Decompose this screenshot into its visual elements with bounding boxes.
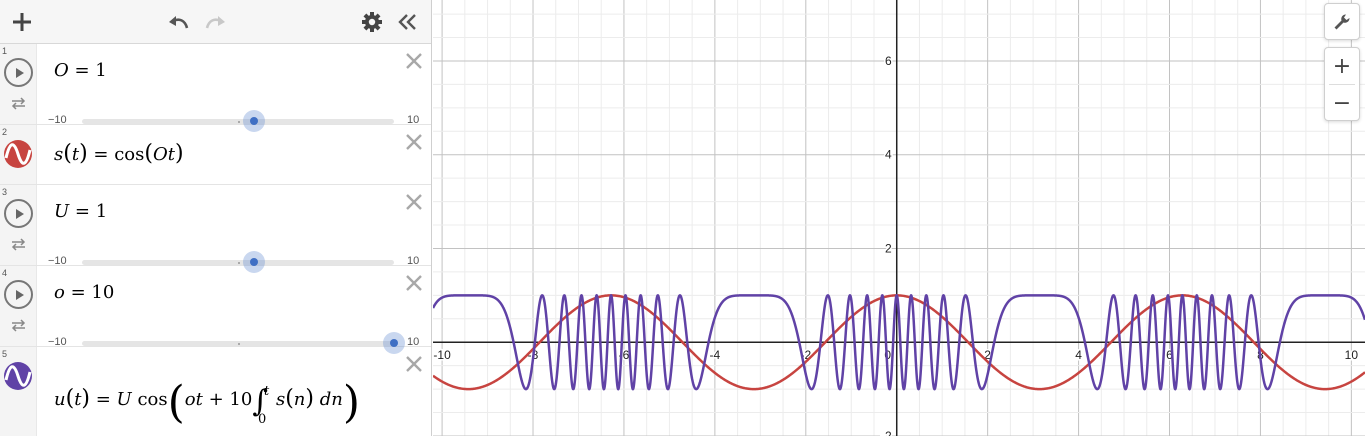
slider-variable: O xyxy=(54,60,69,81)
x-tick-label: -10 xyxy=(433,348,451,362)
integral-upper-limit: t xyxy=(263,384,270,399)
play-slider-button[interactable] xyxy=(4,199,33,228)
slider-max[interactable]: 10 xyxy=(407,114,420,126)
y-tick-label: 4 xyxy=(885,148,892,162)
curve-u xyxy=(433,293,1365,391)
slider-value: 1 xyxy=(95,201,108,222)
y-tick-label: 2 xyxy=(885,241,892,255)
x-tick-label: 10 xyxy=(1345,348,1359,362)
settings-button[interactable] xyxy=(356,6,388,38)
delete-expression-icon[interactable] xyxy=(405,133,423,151)
slider-zero-tick xyxy=(238,343,240,345)
expression-item-slider-U[interactable]: 3 U = 1 −10 10 xyxy=(0,185,431,273)
plus-icon xyxy=(13,13,31,31)
expression-gutter: 2 xyxy=(0,125,37,184)
expression-toolbar xyxy=(0,0,431,44)
expression-gutter: 4 xyxy=(0,266,37,346)
zoom-divider xyxy=(1329,84,1355,85)
expression-item-s[interactable]: 2 s(t) = cos(Ot) xyxy=(0,125,431,185)
slider-thumb-dot xyxy=(250,117,258,125)
x-tick-label: 0 xyxy=(884,348,891,362)
y-tick-label: 6 xyxy=(885,54,892,68)
double-chevron-left-icon xyxy=(398,14,416,30)
expression-index: 5 xyxy=(2,349,8,359)
loop-icon[interactable] xyxy=(10,318,27,332)
delete-expression-icon[interactable] xyxy=(405,52,423,70)
expression-gutter: 3 xyxy=(0,185,37,265)
slider-track[interactable] xyxy=(82,251,394,273)
x-tick-label: -4 xyxy=(710,348,721,362)
expression-index: 4 xyxy=(2,268,8,278)
collapse-panel-button[interactable] xyxy=(392,6,424,38)
undo-icon xyxy=(169,16,189,29)
zoom-in-button[interactable]: + xyxy=(1332,53,1352,79)
zoom-out-button[interactable]: − xyxy=(1332,90,1352,116)
delete-expression-icon[interactable] xyxy=(405,193,423,211)
slider-track[interactable] xyxy=(82,332,405,354)
expression-formula-s[interactable]: s(t) = cos(Ot) xyxy=(54,141,184,166)
loop-icon[interactable] xyxy=(10,96,27,110)
play-slider-button[interactable] xyxy=(4,58,33,87)
expression-item-slider-o[interactable]: 4 o = 10 −10 10 xyxy=(0,266,431,354)
play-icon xyxy=(15,67,24,78)
expression-gutter: 5 xyxy=(0,347,37,436)
play-icon xyxy=(15,208,24,219)
slider-variable: U xyxy=(54,201,70,222)
slider-min[interactable]: −10 xyxy=(48,255,67,267)
expression-index: 1 xyxy=(2,46,8,56)
play-icon xyxy=(15,289,24,300)
slider-thumb[interactable] xyxy=(383,332,405,354)
slider-track[interactable] xyxy=(82,110,394,132)
gear-icon xyxy=(362,12,382,32)
delete-expression-icon[interactable] xyxy=(405,355,423,373)
red-curve-toggle-icon[interactable] xyxy=(3,139,33,169)
add-item-button[interactable] xyxy=(6,6,38,38)
expression-formula-u[interactable]: u(t) = U cos(ot + 10∫ t 0 s(n) dn) xyxy=(54,377,360,428)
play-slider-button[interactable] xyxy=(4,280,33,309)
slider-max[interactable]: 10 xyxy=(407,336,420,348)
slider-equation[interactable]: U = 1 xyxy=(54,201,108,222)
slider-zero-tick xyxy=(238,121,240,123)
expression-index: 2 xyxy=(2,127,8,137)
expression-index: 3 xyxy=(2,187,8,197)
loop-icon[interactable] xyxy=(10,237,27,251)
slider-value: 1 xyxy=(95,60,107,81)
expression-gutter: 1 xyxy=(0,44,37,124)
slider-zero-tick xyxy=(238,262,240,264)
graph-settings-button[interactable] xyxy=(1324,3,1360,40)
slider-thumb-dot xyxy=(250,258,258,266)
expression-item-u[interactable]: 5 u(t) = U cos(ot + 10∫ t 0 s(n) dn) xyxy=(0,347,431,436)
x-tick-label: 6 xyxy=(1166,348,1173,362)
slider-equation[interactable]: o = 10 xyxy=(54,282,115,303)
expression-list-panel: 1 O = 1 −10 10 2 s(t) = cos(Ot) 3 xyxy=(0,0,432,436)
slider-max[interactable]: 10 xyxy=(407,255,420,267)
slider-thumb[interactable] xyxy=(243,251,265,273)
slider-thumb[interactable] xyxy=(243,110,265,132)
integral-lower-limit: 0 xyxy=(257,412,267,427)
purple-curve-toggle-icon[interactable] xyxy=(3,361,33,391)
zoom-controls: + − xyxy=(1324,47,1360,121)
x-tick-label: 2 xyxy=(984,348,991,362)
graph-paper[interactable]: -10 -8 -6 -4 -2 0 2 4 6 8 10 6 4 2 -2 xyxy=(433,0,1365,436)
wrench-icon xyxy=(1334,13,1350,29)
redo-icon xyxy=(205,16,225,29)
slider-min[interactable]: −10 xyxy=(48,114,67,126)
slider-min[interactable]: −10 xyxy=(48,336,67,348)
undo-button[interactable] xyxy=(163,6,195,38)
slider-thumb-dot xyxy=(390,339,398,347)
slider-value: 10 xyxy=(91,282,115,303)
slider-variable: o xyxy=(54,282,65,303)
redo-button[interactable] xyxy=(199,6,231,38)
y-tick-label: -2 xyxy=(881,429,892,436)
x-tick-label: 4 xyxy=(1075,348,1082,362)
delete-expression-icon[interactable] xyxy=(405,274,423,292)
slider-equation[interactable]: O = 1 xyxy=(54,60,107,81)
expression-item-slider-O[interactable]: 1 O = 1 −10 10 xyxy=(0,44,431,132)
